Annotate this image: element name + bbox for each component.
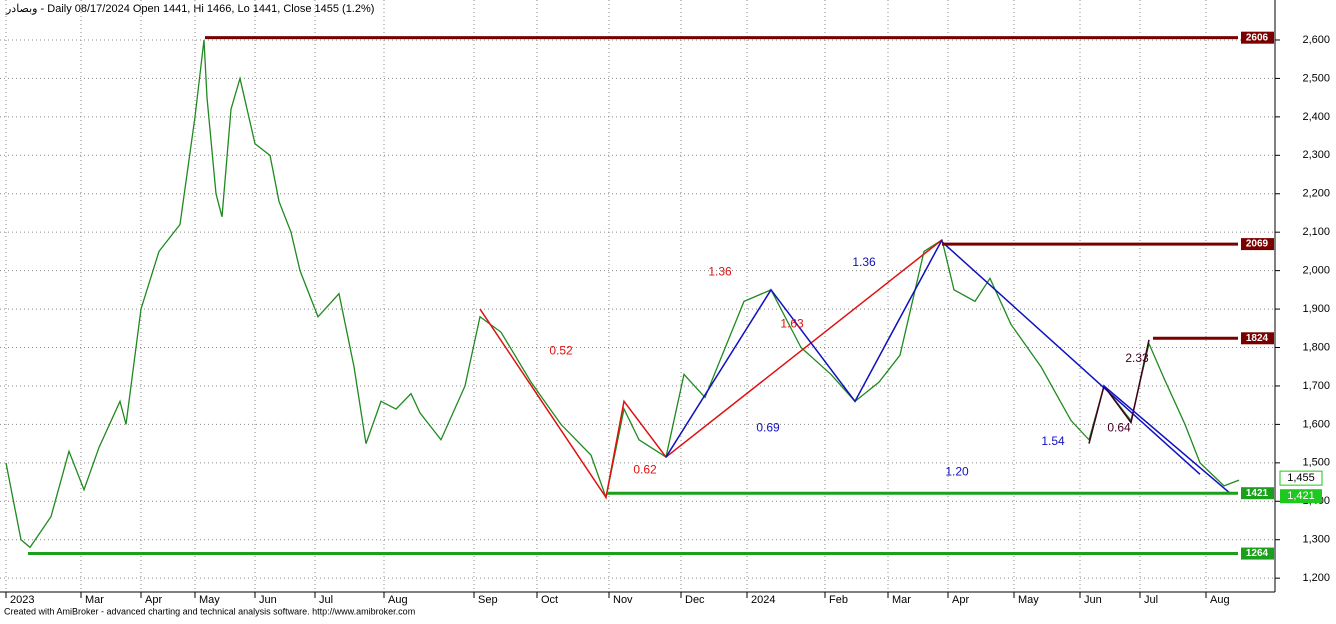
x-tick-label: 2023 bbox=[10, 594, 34, 606]
y-tick-label: 2,400 bbox=[1302, 111, 1330, 123]
y-tick-label: 2,000 bbox=[1302, 265, 1330, 277]
x-tick-label: 2024 bbox=[751, 594, 775, 606]
level-box bbox=[1241, 487, 1274, 500]
y-tick-label: 1,800 bbox=[1302, 341, 1330, 353]
x-tick-label: Jul bbox=[319, 594, 333, 606]
pattern-line bbox=[1088, 339, 1150, 444]
ratio-label: 0.64 bbox=[1107, 420, 1131, 434]
y-tick-label: 2,500 bbox=[1302, 72, 1330, 84]
last-price-box bbox=[1280, 489, 1322, 504]
x-tick-label: Jun bbox=[1084, 594, 1102, 606]
x-tick-label: Mar bbox=[85, 594, 104, 606]
y-tick-label: 2,300 bbox=[1302, 149, 1330, 161]
ratio-label: 0.52 bbox=[549, 344, 573, 358]
ratio-label: 1.54 bbox=[1041, 434, 1065, 448]
y-tick-label: 2,100 bbox=[1302, 226, 1330, 238]
y-tick-label: 1,900 bbox=[1302, 303, 1330, 315]
y-tick-label: 1,500 bbox=[1302, 457, 1330, 469]
x-tick-label: Dec bbox=[685, 594, 705, 606]
x-tick-label: Mar bbox=[892, 594, 911, 606]
pattern-line bbox=[665, 239, 943, 458]
x-tick-label: Oct bbox=[541, 594, 558, 606]
x-tick-label: Aug bbox=[1210, 594, 1230, 606]
y-tick-label: 1,700 bbox=[1302, 380, 1330, 392]
ratio-label: 0.62 bbox=[633, 463, 657, 477]
ratio-label: 2.33 bbox=[1125, 351, 1149, 365]
y-tick-label: 2,200 bbox=[1302, 188, 1330, 200]
level-label: 1421 bbox=[1246, 488, 1269, 499]
x-tick-label: Nov bbox=[613, 594, 633, 606]
level-label: 2606 bbox=[1246, 32, 1269, 43]
level-label: 1264 bbox=[1246, 548, 1269, 559]
x-tick-label: Feb bbox=[829, 594, 848, 606]
pattern-line bbox=[941, 241, 1201, 475]
x-tick-label: Apr bbox=[952, 594, 969, 606]
x-tick-label: Jul bbox=[1144, 594, 1158, 606]
level-label: 1824 bbox=[1246, 333, 1269, 344]
x-tick-label: May bbox=[199, 594, 220, 606]
ratio-label: 1.36 bbox=[708, 265, 732, 279]
ratio-label: 0.69 bbox=[756, 420, 780, 434]
y-tick-label: 2,600 bbox=[1302, 34, 1330, 46]
ratio-label: 1.36 bbox=[852, 255, 876, 269]
level-label: 2069 bbox=[1246, 239, 1269, 250]
pattern-line bbox=[479, 239, 943, 500]
level-box bbox=[1241, 332, 1274, 345]
level-box bbox=[1241, 547, 1274, 560]
ratio-label: 1.63 bbox=[780, 317, 804, 331]
y-tick-label: 1,300 bbox=[1302, 534, 1330, 546]
y-tick-label: 1,200 bbox=[1302, 572, 1330, 584]
footer: Created with AmiBroker - advanced charti… bbox=[4, 606, 415, 616]
y-tick-label: 1,600 bbox=[1302, 418, 1330, 430]
pattern-line bbox=[1103, 385, 1231, 494]
x-tick-label: Jun bbox=[259, 594, 277, 606]
last-price-box bbox=[1279, 470, 1323, 486]
ratio-label: 1.20 bbox=[945, 465, 969, 479]
level-box bbox=[1241, 31, 1274, 44]
x-tick-label: Apr bbox=[145, 594, 162, 606]
chart-title: وبصادر - Daily 08/17/2024 Open 1441, Hi … bbox=[5, 3, 374, 15]
last-price-label: 1,421 bbox=[1287, 490, 1315, 502]
x-tick-label: Sep bbox=[478, 594, 498, 606]
x-tick-label: May bbox=[1018, 594, 1039, 606]
last-price-label: 1,455 bbox=[1287, 472, 1315, 484]
price-line bbox=[5, 39, 1240, 549]
level-box bbox=[1241, 238, 1274, 251]
x-tick-label: Aug bbox=[388, 594, 408, 606]
